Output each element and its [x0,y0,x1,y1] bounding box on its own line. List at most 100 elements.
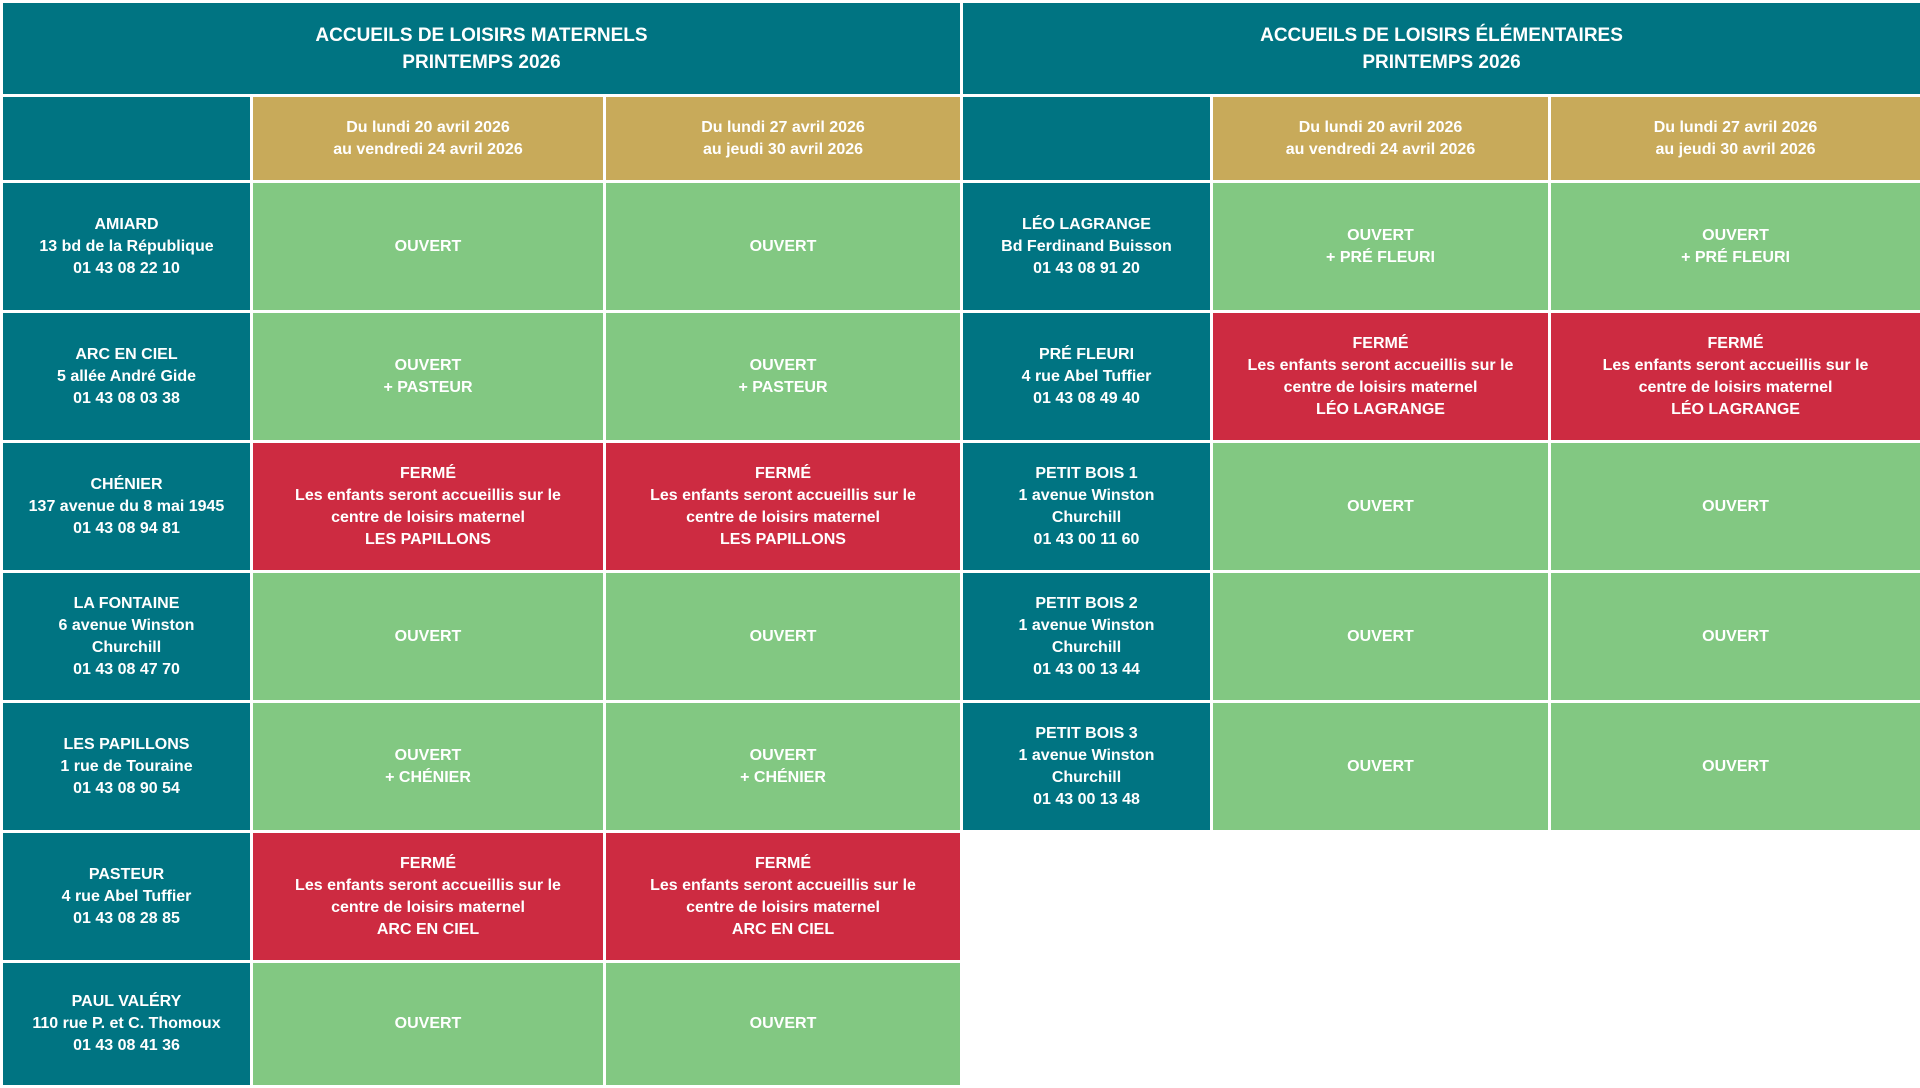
status-line: OUVERT [394,746,462,764]
status-open-cell: OUVERT + CHÉNIER [606,703,961,830]
status-line: OUVERT [749,1015,817,1032]
site-line: 01 43 08 28 85 [73,909,180,927]
status-closed-cell: FERMÉ Les enfants seront accueillis sur l… [606,833,961,960]
status-closed-cell: FERMÉ Les enfants seront accueillis sur l… [1213,313,1548,440]
status-line: + PASTEUR [383,378,473,396]
title-line: PRINTEMPS 2026 [1362,51,1521,73]
site-cell: LES PAPILLONS 1 rue de Touraine 01 43 08 9… [3,703,250,830]
corner-cell [3,97,250,180]
site-line: Churchill [1051,508,1122,526]
status-line: centre de loisirs maternel [686,508,880,526]
status-line: OUVERT [749,746,817,764]
status-open-cell: OUVERT [1551,573,1920,700]
elementaires-table: ACCUEILS DE LOISIRS ÉLÉMENTAIRES PRINTEM… [960,0,1920,833]
corner-cell [963,97,1210,180]
site-cell: PASTEUR 4 rue Abel Tuffier 01 43 08 28 85 [3,833,250,960]
site-line: LES PAPILLONS [63,735,190,753]
site-line: CHÉNIER [90,475,163,493]
period-line: au vendredi 24 avril 2026 [333,140,523,158]
site-cell: LA FONTAINE 6 avenue Winston Churchill 01 4… [3,573,250,700]
title-line: PRINTEMPS 2026 [402,51,561,73]
status-line: + PASTEUR [738,378,828,396]
status-line: centre de loisirs maternel [1283,378,1478,396]
status-line: ARC EN CIEL [731,920,835,938]
table-row: PETIT BOIS 2 1 avenue Winston Churchill 01 … [963,573,1920,700]
status-line: OUVERT [1347,497,1414,515]
site-line: 01 43 08 90 54 [73,779,180,797]
site-line: 13 bd de la République [39,237,214,255]
table-row: ARC EN CIEL 5 allée André Gide 01 43 08 03… [3,313,961,440]
table-row: PETIT BOIS 3 1 avenue Winston Churchill 01 … [963,703,1920,830]
status-open-cell: OUVERT [1551,443,1920,570]
status-line: OUVERT [1347,226,1414,244]
status-open-cell: OUVERT [1213,703,1548,830]
maternels-table: ACCUEILS DE LOISIRS MATERNELS PRINTEMPS … [3,3,961,1085]
period-line: Du lundi 20 avril 2026 [1298,118,1463,136]
site-cell: PRÉ FLEURI 4 rue Abel Tuffier 01 43 08 49 … [963,313,1210,440]
site-line: Churchill [1051,768,1122,786]
status-line: LES PAPILLONS [720,530,846,548]
status-line: + CHÉNIER [740,768,826,786]
status-closed-cell: FERMÉ Les enfants seront accueillis sur l… [1551,313,1920,440]
site-line: Bd Ferdinand Buisson [1001,237,1172,255]
site-cell: CHÉNIER 137 avenue du 8 mai 1945 01 43 08 … [3,443,250,570]
site-line: 01 43 08 94 81 [73,519,180,537]
status-line: centre de loisirs maternel [686,898,880,916]
site-line: 1 avenue Winston [1018,746,1155,764]
status-line: centre de loisirs maternel [331,898,525,916]
period-header-1: Du lundi 20 avril 2026 au vendredi 24 av… [253,97,603,180]
status-open-cell: OUVERT + PASTEUR [253,313,603,440]
site-line: PAUL VALÉRY [71,993,182,1010]
status-line: FERMÉ [400,854,456,872]
site-line: 1 avenue Winston [1018,616,1155,634]
status-line: OUVERT [394,237,462,255]
status-line: FERMÉ [755,854,811,872]
status-line: centre de loisirs maternel [1638,378,1833,396]
site-line: 01 43 00 11 60 [1033,530,1140,548]
status-line: FERMÉ [1352,334,1409,352]
status-line: OUVERT [394,1015,462,1032]
period-line: au jeudi 30 avril 2026 [702,140,864,158]
elementaires-rows: LÉO LAGRANGE Bd Ferdinand Buisson 01 43 08… [963,183,1920,830]
site-cell: PETIT BOIS 3 1 avenue Winston Churchill 01 … [963,703,1210,830]
status-open-cell: OUVERT [253,183,603,310]
status-line: LES PAPILLONS [365,530,491,548]
status-line: OUVERT [394,627,462,645]
status-line: OUVERT [749,627,817,645]
status-line: centre de loisirs maternel [331,508,525,526]
table-row: LÉO LAGRANGE Bd Ferdinand Buisson 01 43 08… [963,183,1920,310]
site-cell: LÉO LAGRANGE Bd Ferdinand Buisson 01 43 08… [963,183,1210,310]
status-line: LÉO LAGRANGE [1671,400,1800,418]
site-line: 6 avenue Winston [58,616,195,634]
status-open-cell: OUVERT + PRÉ FLEURI [1551,183,1920,310]
period-line: Du lundi 20 avril 2026 [346,118,510,136]
status-open-cell: OUVERT [1551,703,1920,830]
status-closed-cell: FERMÉ Les enfants seront accueillis sur l… [253,443,603,570]
site-cell: PETIT BOIS 1 1 avenue Winston Churchill 01 … [963,443,1210,570]
status-line: Les enfants seront accueillis sur le [650,486,916,504]
status-open-cell: OUVERT [1213,443,1548,570]
site-line: 01 43 00 13 44 [1033,660,1140,678]
status-line: ARC EN CIEL [376,920,480,938]
status-line: FERMÉ [755,464,811,482]
site-cell: PAUL VALÉRY 110 rue P. et C. Thomoux 01 43… [3,963,250,1085]
period-header-1: Du lundi 20 avril 2026 au vendredi 24 av… [1213,97,1548,180]
status-line: OUVERT [394,356,462,374]
maternels-rows: AMIARD 13 bd de la République 01 43 08 22 … [3,183,961,1085]
table-row: PASTEUR 4 rue Abel Tuffier 01 43 08 28 85 F… [3,833,961,960]
site-line: AMIARD [94,215,159,233]
status-open-cell: OUVERT [606,183,961,310]
status-line: OUVERT [1347,627,1414,645]
site-line: ARC EN CIEL [75,345,178,363]
site-cell: ARC EN CIEL 5 allée André Gide 01 43 08 03… [3,313,250,440]
status-line: FERMÉ [1707,334,1764,352]
status-open-cell: OUVERT [606,573,961,700]
site-line: 5 allée André Gide [56,367,196,385]
status-line: Les enfants seront accueillis sur le [1247,356,1514,374]
site-line: 01 43 08 49 40 [1033,389,1140,407]
site-line: 137 avenue du 8 mai 1945 [28,497,225,515]
status-open-cell: OUVERT + CHÉNIER [253,703,603,830]
site-line: 01 43 08 22 10 [73,259,180,277]
status-line: Les enfants seront accueillis sur le [295,486,561,504]
site-line: LA FONTAINE [73,594,180,612]
